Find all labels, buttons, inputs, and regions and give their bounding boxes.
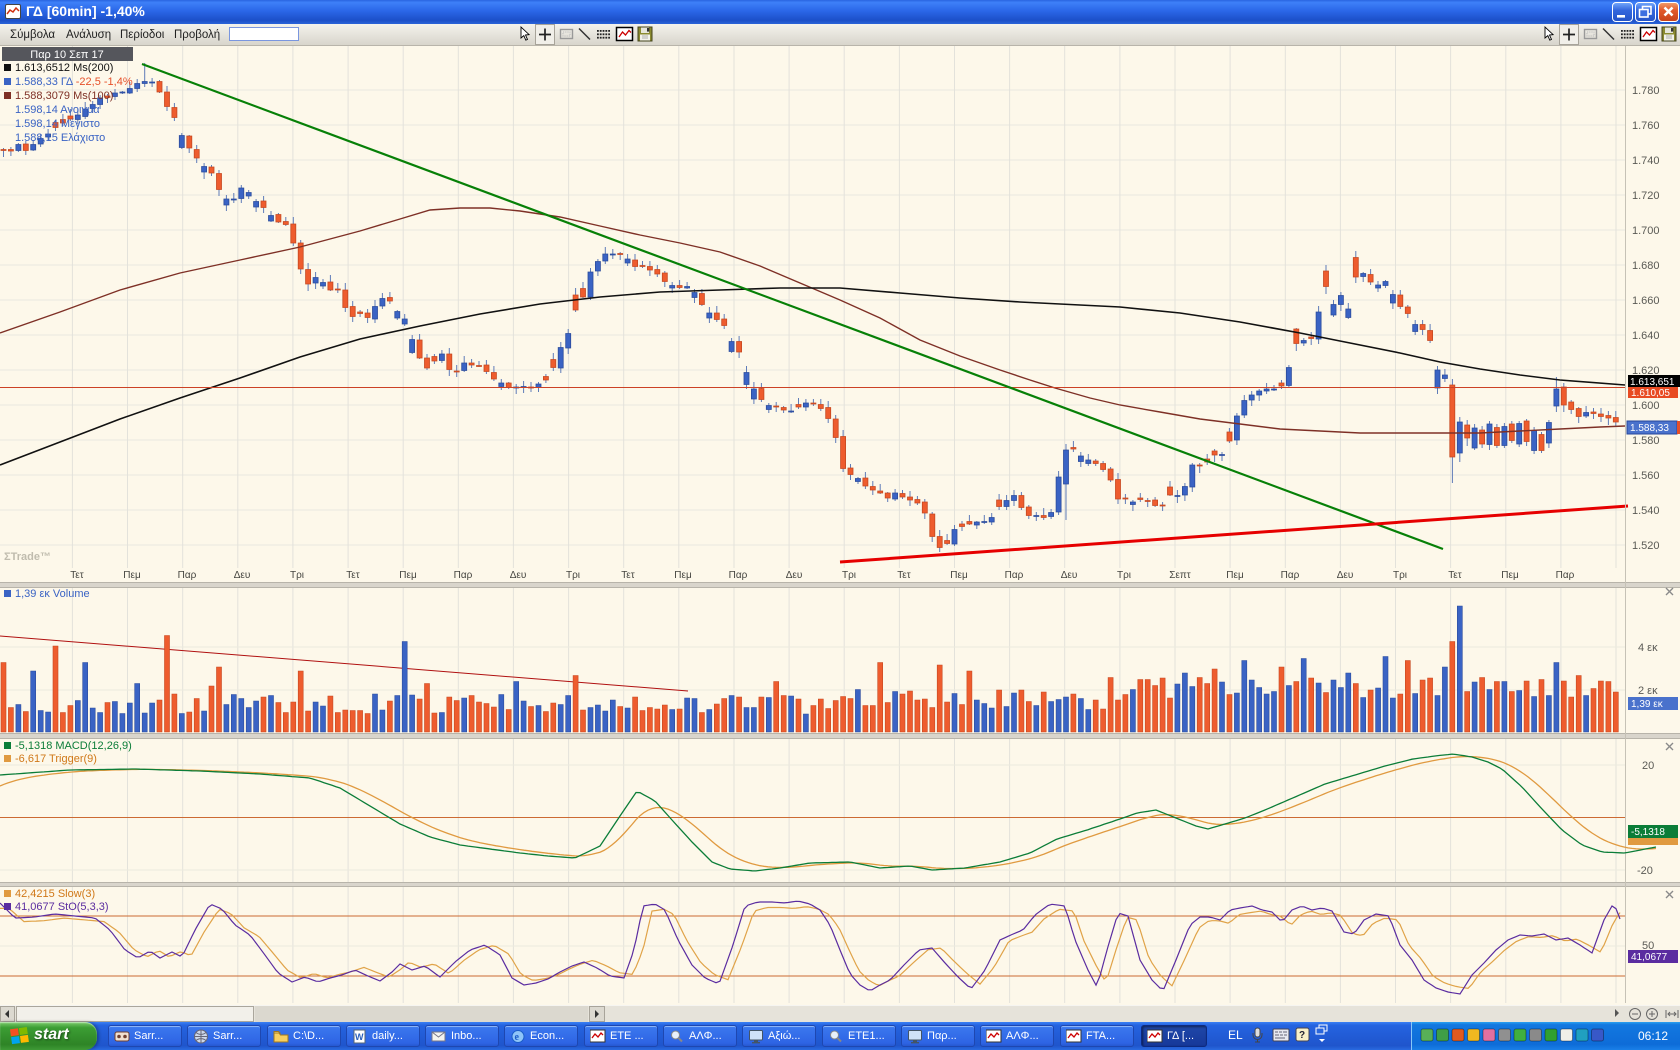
svg-text:e: e: [515, 1032, 520, 1043]
svg-text:Πεμ: Πεμ: [1226, 570, 1244, 581]
svg-text:-5,1318 MACD(12,26,9): -5,1318 MACD(12,26,9): [15, 740, 132, 752]
svg-text:20: 20: [1642, 760, 1654, 772]
svg-text:42,4215 Slow(3): 42,4215 Slow(3): [15, 888, 95, 900]
svg-text:Δευ: Δευ: [1061, 570, 1078, 581]
svg-text:1.720: 1.720: [1632, 190, 1660, 202]
svg-text:Πεμ: Πεμ: [1501, 570, 1519, 581]
svg-text:Πεμ: Πεμ: [674, 570, 692, 581]
svg-text:Παρ: Παρ: [454, 570, 473, 581]
svg-text:4 εκ: 4 εκ: [1638, 642, 1658, 654]
svg-text:1.520: 1.520: [1632, 540, 1660, 552]
svg-text:Πεμ: Πεμ: [950, 570, 968, 581]
svg-text:Δευ: Δευ: [234, 570, 251, 581]
svg-text:Παρ: Παρ: [1281, 570, 1300, 581]
svg-text:1.680: 1.680: [1632, 260, 1660, 272]
svg-text:Δευ: Δευ: [786, 570, 803, 581]
svg-text:Δευ: Δευ: [510, 570, 527, 581]
svg-text:1.660: 1.660: [1632, 295, 1660, 307]
svg-text:Πεμ: Πεμ: [399, 570, 417, 581]
svg-text:W: W: [355, 1032, 364, 1042]
svg-text:1,39 εκ Volume: 1,39 εκ Volume: [15, 588, 90, 600]
svg-text:1,39 εκ: 1,39 εκ: [1631, 699, 1664, 710]
svg-text:Σεπτ: Σεπτ: [1169, 570, 1191, 581]
svg-text:-20: -20: [1637, 865, 1653, 877]
svg-text:1.598,14 Ανοιγμα: 1.598,14 Ανοιγμα: [15, 104, 100, 116]
svg-text:Δευ: Δευ: [1337, 570, 1354, 581]
svg-text:Παρ: Παρ: [1556, 570, 1575, 581]
svg-text:1.598,14 Μέγιστο: 1.598,14 Μέγιστο: [15, 118, 100, 130]
svg-text:Τετ: Τετ: [897, 570, 910, 581]
svg-text:1.780: 1.780: [1632, 85, 1660, 97]
svg-text:1.600: 1.600: [1632, 400, 1660, 412]
svg-text:1.613,651: 1.613,651: [1630, 377, 1675, 388]
svg-text:Τετ: Τετ: [621, 570, 634, 581]
svg-text:41,0677: 41,0677: [1631, 952, 1668, 963]
svg-text:1.700: 1.700: [1632, 225, 1660, 237]
svg-text:1.588,33: 1.588,33: [1630, 423, 1669, 434]
svg-text:Τετ: Τετ: [70, 570, 83, 581]
svg-text:1.540: 1.540: [1632, 505, 1660, 517]
svg-text:ΣTrade™: ΣTrade™: [4, 551, 51, 563]
svg-text:Πεμ: Πεμ: [123, 570, 141, 581]
svg-text:2 εκ: 2 εκ: [1638, 685, 1658, 697]
svg-text:1.610,05: 1.610,05: [1631, 388, 1670, 399]
svg-text:Παρ: Παρ: [1005, 570, 1024, 581]
svg-text:1.560: 1.560: [1632, 470, 1660, 482]
svg-text:06:12: 06:12: [1638, 1029, 1668, 1043]
svg-text:Παρ 10 Σεπ 17: Παρ 10 Σεπ 17: [30, 49, 104, 61]
svg-text:1.760: 1.760: [1632, 120, 1660, 132]
svg-text:Τρι: Τρι: [566, 570, 580, 581]
svg-text:1.588,33 ΓΔ -22,5 -1,4%: 1.588,33 ΓΔ -22,5 -1,4%: [15, 76, 133, 88]
svg-text:1.588,3079 Ms(100): 1.588,3079 Ms(100): [15, 90, 113, 102]
svg-text:Παρ: Παρ: [178, 570, 197, 581]
svg-text:50: 50: [1642, 940, 1654, 952]
svg-text:1.640: 1.640: [1632, 330, 1660, 342]
svg-text:Τρι: Τρι: [842, 570, 856, 581]
svg-text:1.613,6512 Ms(200): 1.613,6512 Ms(200): [15, 62, 113, 74]
svg-text:Τετ: Τετ: [346, 570, 359, 581]
svg-text:1.620: 1.620: [1632, 365, 1660, 377]
svg-text:1.740: 1.740: [1632, 155, 1660, 167]
svg-text:Τρι: Τρι: [1393, 570, 1407, 581]
svg-text:1.588,15 Ελάχιστο: 1.588,15 Ελάχιστο: [15, 132, 105, 144]
svg-text:-5,1318: -5,1318: [1631, 827, 1665, 838]
svg-text:Τρι: Τρι: [290, 570, 304, 581]
svg-text:Παρ: Παρ: [729, 570, 748, 581]
svg-text:-6,617 Trigger(9): -6,617 Trigger(9): [15, 753, 97, 765]
svg-text:41,0677 StO(5,3,3): 41,0677 StO(5,3,3): [15, 901, 109, 913]
svg-text:1.580: 1.580: [1632, 435, 1660, 447]
svg-text:?: ?: [1299, 1030, 1305, 1041]
svg-text:Τρι: Τρι: [1117, 570, 1131, 581]
svg-text:Τετ: Τετ: [1448, 570, 1461, 581]
